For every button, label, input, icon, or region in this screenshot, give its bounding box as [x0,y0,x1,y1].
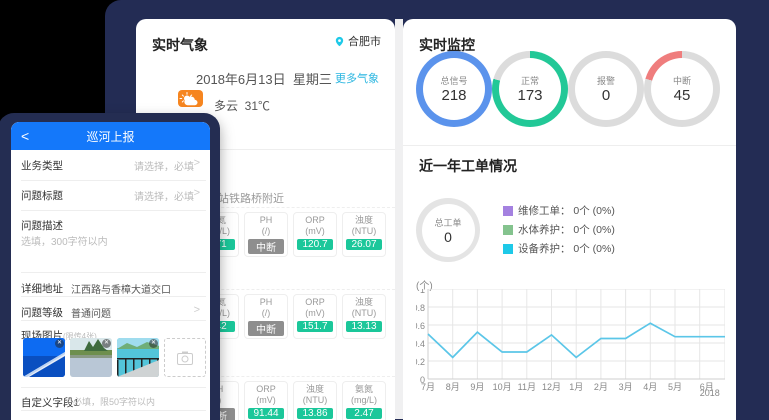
svg-text:7月: 7月 [421,382,435,392]
svg-text:3月: 3月 [619,382,633,392]
svg-text:4月: 4月 [643,382,657,392]
svg-text:0.6: 0.6 [416,321,425,331]
svg-text:10月: 10月 [493,382,512,392]
svg-text:11月: 11月 [518,382,536,392]
svg-text:2018: 2018 [700,388,720,397]
svg-text:12月: 12月 [542,382,561,392]
svg-text:1: 1 [420,289,425,295]
svg-text:5月: 5月 [668,382,682,392]
svg-text:0.2: 0.2 [416,357,425,367]
svg-text:0.8: 0.8 [416,303,425,313]
svg-text:8月: 8月 [446,382,460,392]
svg-text:0.4: 0.4 [416,339,425,349]
svg-text:2月: 2月 [594,382,608,392]
svg-text:9月: 9月 [470,382,484,392]
svg-text:1月: 1月 [569,382,583,392]
